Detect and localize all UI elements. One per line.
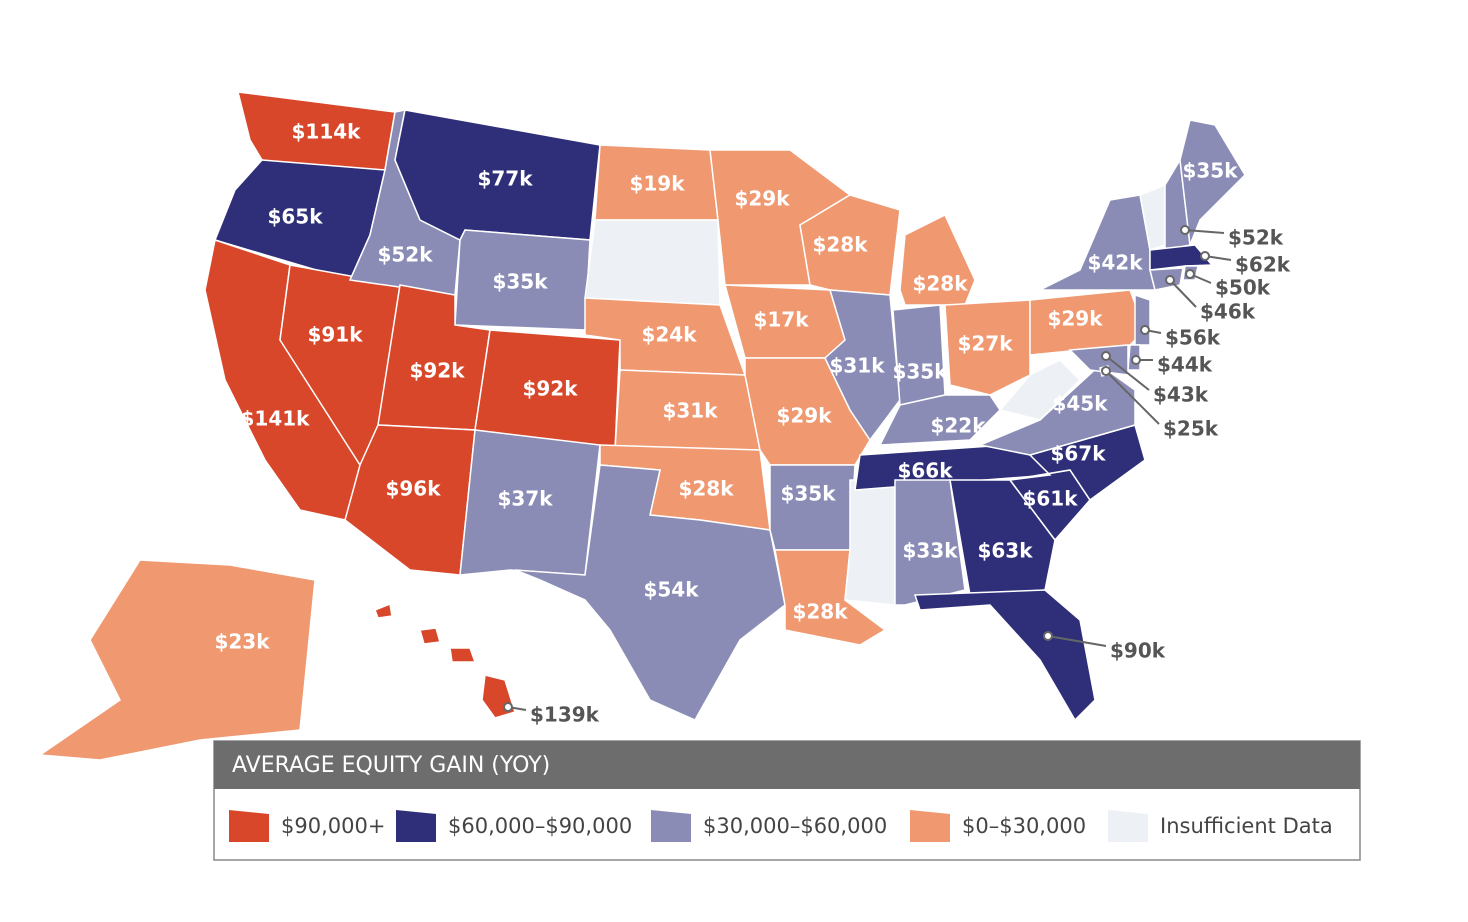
leader-line (1169, 279, 1197, 308)
state (1009, 424, 1146, 502)
state-label-callout: $43k (1153, 383, 1209, 407)
legend-label: $0–$30,000 (962, 814, 1086, 838)
state-label: $24k (641, 323, 697, 347)
state-label: $28k (912, 272, 968, 296)
leader-dot (1131, 355, 1141, 365)
state-label-callout: $25k (1163, 417, 1219, 441)
state-label: $141k (241, 407, 311, 431)
state-label: $61k (1022, 487, 1078, 511)
legend-swatch (1108, 810, 1148, 842)
state-label-callout: $50k (1215, 276, 1271, 300)
state-label: $63k (977, 539, 1033, 563)
state-label-callout: $90k (1110, 639, 1166, 663)
state-label: $66k (897, 459, 953, 483)
legend-items: $90,000+ $60,000–$90,000 $30,000–$60,000 $0… (229, 810, 1333, 842)
state (998, 359, 1082, 421)
state-label: $54k (643, 578, 699, 602)
state-label: $65k (267, 205, 323, 229)
state-label-callout: $62k (1235, 253, 1291, 277)
state-label-callout: $44k (1157, 353, 1213, 377)
state-label: $33k (902, 539, 958, 563)
state (913, 589, 1096, 722)
state (844, 479, 896, 606)
state-label: $35k (492, 270, 548, 294)
leader-dot (503, 702, 513, 712)
state-label: $35k (892, 360, 948, 384)
state-label: $92k (522, 377, 578, 401)
state-label: $92k (409, 359, 465, 383)
state-label: $29k (1047, 307, 1103, 331)
state-label: $52k (377, 243, 433, 267)
state-label: $22k (930, 414, 986, 438)
state (949, 479, 1056, 596)
state-label: $29k (776, 404, 832, 428)
state-label: $42k (1087, 251, 1143, 275)
state-label: $45k (1052, 392, 1108, 416)
legend-label: $30,000–$60,000 (703, 814, 887, 838)
state-label: $29k (734, 187, 790, 211)
legend-header (214, 741, 1360, 789)
state-label: $28k (812, 233, 868, 257)
state (892, 304, 946, 406)
legend-label: $90,000+ (281, 814, 385, 838)
state (1068, 344, 1129, 376)
leader-line (1047, 635, 1107, 647)
state-label: $31k (662, 399, 718, 423)
state-label: $91k (307, 323, 363, 347)
state-label: $28k (792, 600, 848, 624)
state-label: $23k (214, 630, 270, 654)
state (514, 464, 786, 721)
state-label: $31k (829, 354, 885, 378)
leader-dot (1185, 269, 1195, 279)
leader-dot (1101, 351, 1111, 361)
legend-title: AVERAGE EQUITY GAIN (YOY) (232, 753, 550, 778)
state-label-callout: $139k (530, 703, 600, 727)
state-label: $35k (780, 482, 836, 506)
legend-swatch (396, 810, 436, 842)
state-label: $35k (1182, 159, 1238, 183)
states (37, 91, 1246, 761)
state (37, 559, 316, 761)
state (584, 219, 721, 306)
labels: $114k $65k $141k $91k $52k $77k $35k $92k $92k $9… (214, 120, 1290, 727)
legend-label: Insufficient Data (1160, 814, 1333, 838)
state-label: $17k (753, 308, 809, 332)
state (374, 602, 516, 719)
leader-dot (1200, 251, 1210, 261)
leader-dot (1140, 325, 1150, 335)
leader-line (1184, 229, 1225, 234)
legend-swatch (910, 810, 950, 842)
state-label-callout: $52k (1228, 226, 1284, 250)
state (454, 229, 591, 331)
state-label: $96k (385, 477, 441, 501)
state (878, 394, 1001, 446)
leader-dot (1101, 366, 1111, 376)
state (824, 289, 901, 442)
state (769, 464, 856, 551)
state-label: $28k (678, 477, 734, 501)
leader-dot (1180, 225, 1190, 235)
legend-label: $60,000–$90,000 (448, 814, 632, 838)
state-label: $114k (292, 120, 362, 144)
leader-line (1105, 355, 1150, 391)
state-label: $27k (957, 332, 1013, 356)
legend-swatch (229, 810, 269, 842)
state-label: $77k (477, 167, 533, 191)
leader-dot (1165, 275, 1175, 285)
state-label-callout: $46k (1200, 300, 1256, 324)
state (944, 299, 1031, 396)
state-label: $37k (497, 487, 553, 511)
state (1134, 293, 1151, 346)
legend-swatch (651, 810, 691, 842)
state-label-callout: $56k (1165, 326, 1221, 350)
leader-dot (1043, 631, 1053, 641)
state-label: $19k (629, 172, 685, 196)
leader-line (1105, 370, 1160, 425)
state (1039, 194, 1156, 291)
state-label: $67k (1050, 442, 1106, 466)
